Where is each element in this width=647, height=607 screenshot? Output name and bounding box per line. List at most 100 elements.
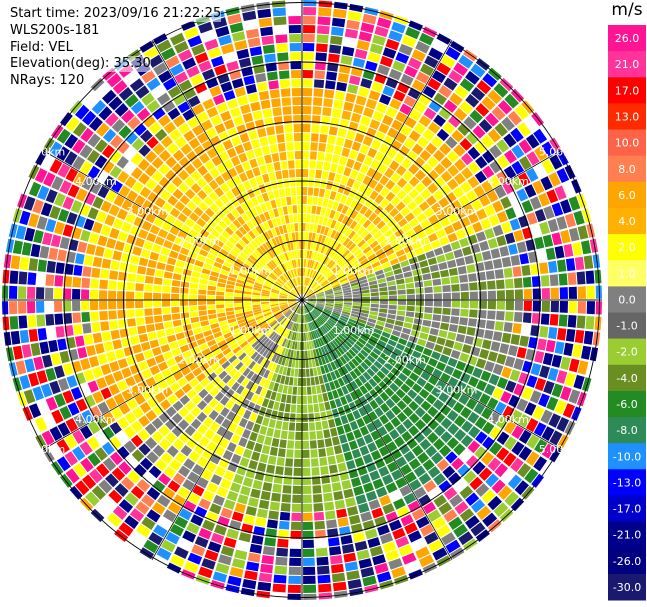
range-gate [316, 34, 329, 44]
range-gate [307, 295, 316, 299]
range-gate [362, 69, 375, 80]
range-gate [137, 325, 147, 335]
range-gate [324, 288, 333, 293]
range-gate [308, 279, 314, 287]
range-gate [201, 30, 216, 42]
range-gate [193, 383, 204, 394]
range-gate [434, 425, 446, 437]
range-gate [216, 304, 225, 309]
range-gate [214, 143, 226, 155]
range-gate [371, 332, 381, 339]
range-gate [56, 146, 70, 161]
range-gate [423, 280, 433, 287]
range-gate [278, 265, 284, 274]
range-gate [308, 250, 313, 259]
range-gate [270, 410, 278, 420]
range-gate [198, 201, 209, 212]
range-gate [220, 507, 233, 519]
range-gate [431, 70, 446, 84]
range-gate [215, 26, 230, 38]
range-gate [406, 250, 416, 259]
range-gate [433, 189, 444, 201]
range-gate [549, 154, 563, 170]
range-gate [280, 160, 288, 170]
range-gate [220, 385, 230, 395]
start-time-label: Start time: 2023/09/16 21:22:25 [10, 6, 222, 22]
range-gate [436, 337, 446, 346]
range-gate [329, 381, 336, 391]
range-gate [260, 99, 271, 110]
range-gate [360, 286, 370, 291]
range-gate [245, 420, 255, 431]
range-gate [471, 389, 483, 401]
range-gate [237, 318, 246, 325]
range-gate [296, 314, 299, 323]
range-gate [517, 122, 532, 137]
range-gate [315, 289, 323, 294]
range-gate [196, 372, 207, 382]
range-gate [349, 370, 358, 380]
range-gate [238, 239, 247, 248]
range-gate [194, 332, 204, 341]
range-gate [81, 409, 94, 424]
range-gate [160, 135, 173, 148]
range-gate [234, 300, 243, 304]
range-gate [525, 451, 540, 466]
range-gate [179, 394, 191, 406]
range-gate [83, 334, 94, 346]
range-gate [393, 348, 403, 357]
range-gate [135, 309, 144, 317]
range-gate [174, 326, 184, 334]
range-gate [420, 63, 435, 77]
range-gate [75, 188, 88, 202]
range-gate [312, 261, 317, 270]
range-gate [302, 467, 311, 476]
range-gate [494, 463, 508, 478]
range-gate [125, 212, 136, 224]
range-gate [278, 225, 284, 235]
range-gate [226, 147, 237, 158]
range-gate [174, 452, 187, 464]
range-gate [302, 178, 308, 187]
range-gate [404, 116, 417, 129]
range-gate [268, 209, 275, 219]
range-gate [114, 103, 129, 117]
range-gate [299, 286, 301, 295]
range-gate [496, 447, 510, 461]
range-gate [45, 314, 55, 326]
range-gate [300, 259, 302, 267]
range-gate [438, 107, 452, 120]
range-gate [198, 310, 208, 316]
range-gate [247, 552, 261, 563]
range-gate [219, 273, 228, 280]
range-gate [286, 394, 292, 404]
range-gate [314, 79, 325, 89]
range-gate [507, 110, 522, 126]
range-gate [315, 61, 326, 71]
range-gate [322, 217, 329, 226]
range-gate [251, 197, 259, 207]
range-gate [278, 188, 286, 198]
range-gate [153, 217, 164, 228]
range-gate [415, 71, 430, 84]
range-gate [377, 278, 386, 284]
range-gate [266, 329, 274, 337]
range-gate [305, 323, 309, 332]
range-gate [216, 486, 229, 498]
range-gate [276, 314, 284, 320]
range-gate [9, 316, 19, 330]
range-gate [474, 140, 488, 154]
range-gate [184, 163, 196, 175]
range-gate [328, 53, 340, 63]
range-gate [344, 363, 353, 372]
range-gate [408, 412, 420, 424]
range-gate [559, 287, 568, 299]
range-gate [324, 501, 335, 511]
range-gate [302, 333, 304, 341]
range-gate [406, 288, 415, 295]
range-gate [369, 399, 379, 410]
range-gate [274, 25, 287, 35]
range-gate [146, 136, 159, 149]
range-gate [403, 271, 413, 278]
range-gate [45, 301, 54, 313]
